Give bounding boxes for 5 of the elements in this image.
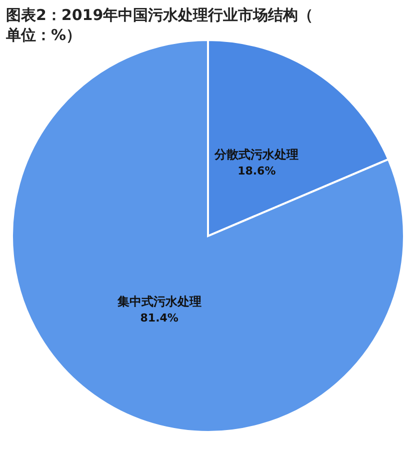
- chart-title: 图表2：2019年中国污水处理行业市场结构（单位：%）: [5, 6, 314, 44]
- slice-label: 集中式污水处理: [116, 294, 202, 309]
- slice-label: 分散式污水处理: [214, 147, 299, 162]
- data-label: 81.4%: [140, 312, 178, 325]
- data-label: 18.6%: [238, 164, 276, 178]
